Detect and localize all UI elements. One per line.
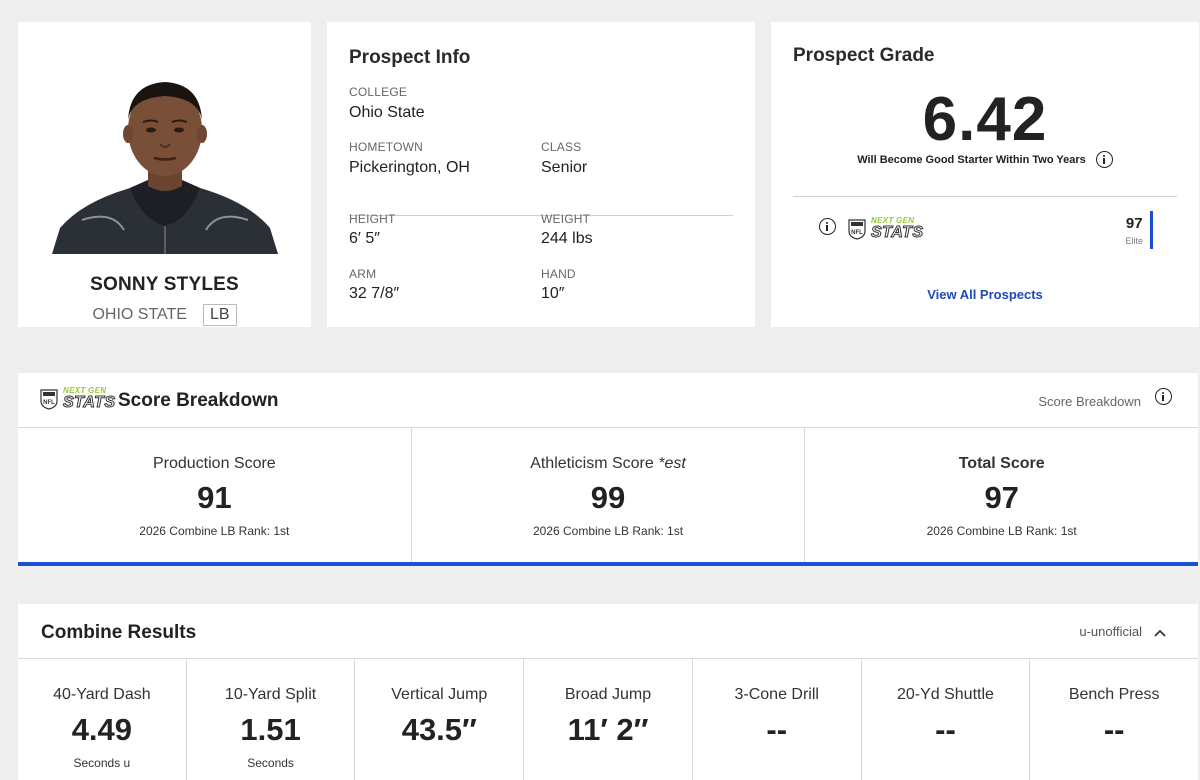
drill-20-yd-shuttle: 20-Yd Shuttle -- [862, 659, 1031, 780]
score-breakdown-info-icon[interactable] [1155, 388, 1172, 405]
athleticism-score-label: Athleticism Score [530, 455, 659, 472]
hometown-label: HOMETOWN [349, 140, 424, 154]
athleticism-score-est: *est [658, 455, 686, 472]
drill-vertical-jump: Vertical Jump 43.5″ [355, 659, 525, 780]
drill-label: 10-Yard Split [224, 686, 317, 703]
grade-info-icon[interactable] [1095, 151, 1113, 168]
class-label: CLASS [541, 140, 582, 154]
hand-value: 10″ [541, 285, 565, 302]
ngs-score-bar [1150, 211, 1153, 249]
player-name: SONNY STYLES [90, 274, 239, 295]
player-card: SONNY STYLES OHIO STATE LB [18, 22, 311, 327]
prospect-grade-value: 6.42 [922, 85, 1048, 154]
hand-label: HAND [541, 267, 576, 281]
combine-results-title: Combine Results [41, 622, 197, 643]
college-label: COLLEGE [349, 85, 408, 99]
grade-divider [793, 196, 1177, 197]
total-score-value: 97 [984, 480, 1019, 515]
ngs-logo: NFL NEXT GEN STATS [40, 387, 116, 411]
score-breakdown-title: Score Breakdown [118, 390, 279, 411]
drill-bench-press: Bench Press -- [1030, 659, 1198, 780]
drill-3-cone: 3-Cone Drill -- [693, 659, 862, 780]
production-score-rank: 2026 Combine LB Rank: 1st [139, 524, 290, 538]
prospect-grade-card: Prospect Grade 6.42 Will Become Good Sta… [771, 22, 1199, 327]
ngs-logo-top: NEXT GEN [63, 386, 107, 395]
combine-drills: 40-Yard Dash 4.49 Seconds u 10-Yard Spli… [18, 659, 1198, 780]
ngs-logo: NFL NEXT GEN STATS [848, 217, 924, 241]
prospect-info-title: Prospect Info [349, 47, 471, 68]
player-subtitle: OHIO STATE LB [18, 304, 311, 326]
player-school: OHIO STATE [92, 306, 187, 323]
drill-label: Bench Press [1068, 686, 1160, 703]
hometown-value: Pickerington, OH [349, 159, 470, 176]
athleticism-score-rank: 2026 Combine LB Rank: 1st [532, 524, 684, 538]
ngs-info-icon[interactable] [819, 218, 836, 235]
drill-label: Vertical Jump [391, 686, 488, 703]
score-breakdown-card: NFL NEXT GEN STATS Score Breakdown Score… [18, 373, 1198, 566]
player-headshot [52, 60, 278, 254]
position-badge: LB [202, 304, 237, 326]
combine-collapse-toggle[interactable]: u-unofficial [1079, 624, 1166, 639]
athleticism-score-label-row: Athleticism Score *est [412, 455, 805, 473]
chevron-up-icon [1154, 629, 1166, 637]
height-value: 6′ 5″ [349, 230, 380, 247]
drill-unit: Seconds [247, 756, 294, 770]
college-value: Ohio State [349, 104, 425, 121]
production-score-value: 91 [197, 480, 232, 515]
ngs-score-value: 97 [1125, 215, 1143, 232]
production-score: Production Score 91 2026 Combine LB Rank… [18, 428, 412, 562]
score-columns: Production Score 91 2026 Combine LB Rank… [18, 428, 1198, 562]
ngs-logo-bottom: STATS [871, 224, 924, 241]
drill-value: -- [1103, 712, 1125, 747]
grade-description: Will Become Good Starter Within Two Year… [857, 153, 1086, 166]
svg-text:NFL: NFL [43, 400, 55, 406]
total-score-label: Total Score [958, 455, 1045, 472]
ngs-score: 97 Elite [1125, 215, 1143, 246]
prospect-grade-title: Prospect Grade [793, 45, 935, 66]
ngs-logo-bottom: STATS [63, 394, 116, 411]
drill-label: Broad Jump [564, 686, 652, 703]
arm-value: 32 7/8″ [349, 285, 400, 302]
score-header-divider [18, 427, 1198, 428]
nfl-shield-icon: NFL [40, 389, 58, 410]
arm-label: ARM [349, 267, 377, 281]
drill-label: 3-Cone Drill [734, 686, 819, 703]
nfl-shield-icon: NFL [848, 219, 866, 240]
drill-label: 20-Yd Shuttle [896, 686, 994, 703]
weight-value: 244 lbs [541, 230, 593, 247]
athleticism-score: Athleticism Score *est 99 2026 Combine L… [412, 428, 806, 562]
drill-10-yard-split: 10-Yard Split 1.51 Seconds [187, 659, 356, 780]
drill-value: 11′ 2″ [567, 712, 649, 747]
view-all-prospects-link[interactable]: View All Prospects [927, 287, 1043, 302]
combine-status: u-unofficial [1079, 624, 1142, 639]
info-divider [349, 215, 733, 216]
drill-value: 1.51 [240, 712, 301, 747]
athleticism-score-value: 99 [590, 480, 626, 515]
drill-value: -- [766, 712, 788, 747]
drill-value: 4.49 [71, 712, 133, 747]
ngs-score-label: Elite [1125, 236, 1143, 246]
score-breakdown-toggle[interactable]: Score Breakdown [1038, 394, 1141, 409]
weight-label: WEIGHT [541, 212, 591, 226]
drill-40-yard-dash: 40-Yard Dash 4.49 Seconds u [18, 659, 187, 780]
class-value: Senior [541, 159, 588, 176]
drill-broad-jump: Broad Jump 11′ 2″ [524, 659, 693, 780]
total-score-rank: 2026 Combine LB Rank: 1st [926, 524, 1077, 538]
total-score: Total Score 97 2026 Combine LB Rank: 1st [805, 428, 1198, 562]
drill-value: -- [935, 712, 956, 747]
drill-unit: Seconds u [73, 756, 131, 770]
production-score-label: Production Score [152, 455, 276, 472]
prospect-info-card: Prospect Info COLLEGE Ohio State HOMETOW… [327, 22, 755, 327]
combine-divider [18, 658, 1198, 659]
svg-text:NFL: NFL [851, 230, 863, 236]
combine-results-card: Combine Results u-unofficial 40-Yard Das… [18, 604, 1198, 780]
grade-description-row: Will Become Good Starter Within Two Year… [771, 151, 1199, 168]
drill-label: 40-Yard Dash [53, 686, 151, 703]
drill-value: 43.5″ [401, 712, 477, 747]
height-label: HEIGHT [349, 212, 396, 226]
ngs-logo-top: NEXT GEN [871, 216, 915, 225]
